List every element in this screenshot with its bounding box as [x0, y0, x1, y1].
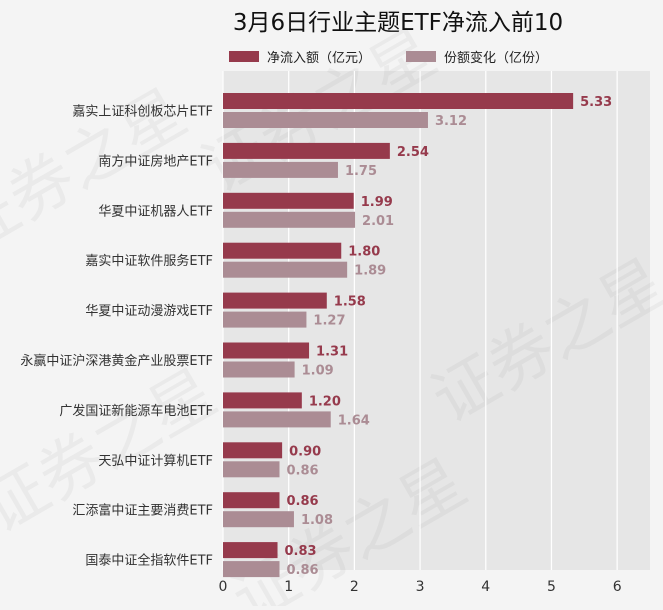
category-label: 嘉实上证科创板芯片ETF [72, 105, 213, 120]
data-label: 3.12 [435, 114, 467, 129]
bar [223, 411, 331, 428]
bar [223, 292, 327, 309]
data-labels: 5.33 3.12 2.54 1.75 1.99 2.01 1.80 1.89 1.58 1.27… [285, 95, 613, 578]
bars [223, 93, 574, 578]
data-label: 0.90 [289, 444, 321, 459]
bar [223, 561, 280, 578]
bar [223, 361, 295, 378]
category-label: 嘉实中证软件服务ETF [85, 253, 213, 269]
data-label: 0.86 [286, 463, 318, 478]
bar [223, 511, 294, 528]
data-label: 1.75 [345, 164, 377, 179]
data-label: 1.20 [309, 394, 341, 409]
data-label: 2.54 [397, 145, 429, 160]
bar [223, 112, 428, 128]
x-tick-label: 3 [416, 579, 425, 595]
bar [223, 142, 390, 159]
x-tick-label: 2 [350, 579, 359, 595]
category-labels: 嘉实上证科创板芯片ETF 南方中证房地产ETF 华夏中证机器人ETF 嘉实中证软件服务… [20, 105, 213, 569]
x-tick-label: 6 [613, 579, 622, 595]
data-label: 1.64 [338, 413, 370, 428]
legend-label: 份额变化（亿份） [444, 50, 548, 66]
data-label: 1.09 [302, 364, 334, 379]
data-label: 1.08 [301, 513, 333, 528]
data-label: 1.89 [354, 264, 386, 279]
data-label: 1.58 [334, 295, 366, 310]
bar [223, 311, 307, 328]
watermark-text: 证券之星 [0, 356, 229, 548]
legend: 净流入额（亿元） 份额变化（亿份） [229, 50, 548, 66]
bar [223, 93, 574, 109]
bar [223, 192, 354, 209]
data-label: 1.27 [313, 314, 345, 329]
category-label: 汇添富中证主要消费ETF [72, 503, 213, 519]
category-label: 华夏中证机器人ETF [98, 204, 213, 219]
data-label: 1.99 [361, 195, 393, 210]
x-tick-label: 0 [219, 579, 228, 595]
bar [223, 161, 338, 178]
x-tick-label: 1 [284, 579, 293, 595]
bar [223, 442, 283, 459]
category-label: 永赢中证沪深港黄金产业股票ETF [20, 353, 213, 369]
bar [223, 342, 310, 359]
data-label: 5.33 [580, 95, 612, 110]
bar [223, 242, 342, 259]
bar [223, 542, 278, 559]
data-label: 2.01 [362, 214, 394, 229]
data-label: 0.83 [285, 544, 317, 559]
bar [223, 392, 302, 409]
category-label: 南方中证房地产ETF [98, 153, 213, 169]
bar [223, 461, 280, 478]
data-label: 0.86 [286, 494, 318, 509]
legend-swatch [229, 51, 259, 62]
x-tick-label: 4 [481, 579, 490, 595]
data-label: 0.86 [286, 563, 318, 578]
category-label: 广发国证新能源车电池ETF [59, 403, 213, 419]
bar [223, 492, 280, 509]
x-tick-label: 5 [547, 579, 556, 595]
category-label: 国泰中证全指软件ETF [85, 553, 213, 569]
bar [223, 261, 348, 278]
data-label: 1.31 [316, 345, 348, 360]
chart-title: 3月6日行业主题ETF净流入前10 [233, 10, 563, 36]
legend-label: 净流入额（亿元） [267, 51, 371, 66]
data-label: 1.80 [348, 245, 380, 260]
category-label: 华夏中证动漫游戏ETF [85, 304, 213, 319]
bar [223, 211, 356, 228]
legend-swatch [406, 51, 436, 62]
x-tick-labels: 0 1 2 3 4 5 6 [219, 579, 622, 595]
category-label: 天弘中证计算机ETF [98, 454, 213, 469]
